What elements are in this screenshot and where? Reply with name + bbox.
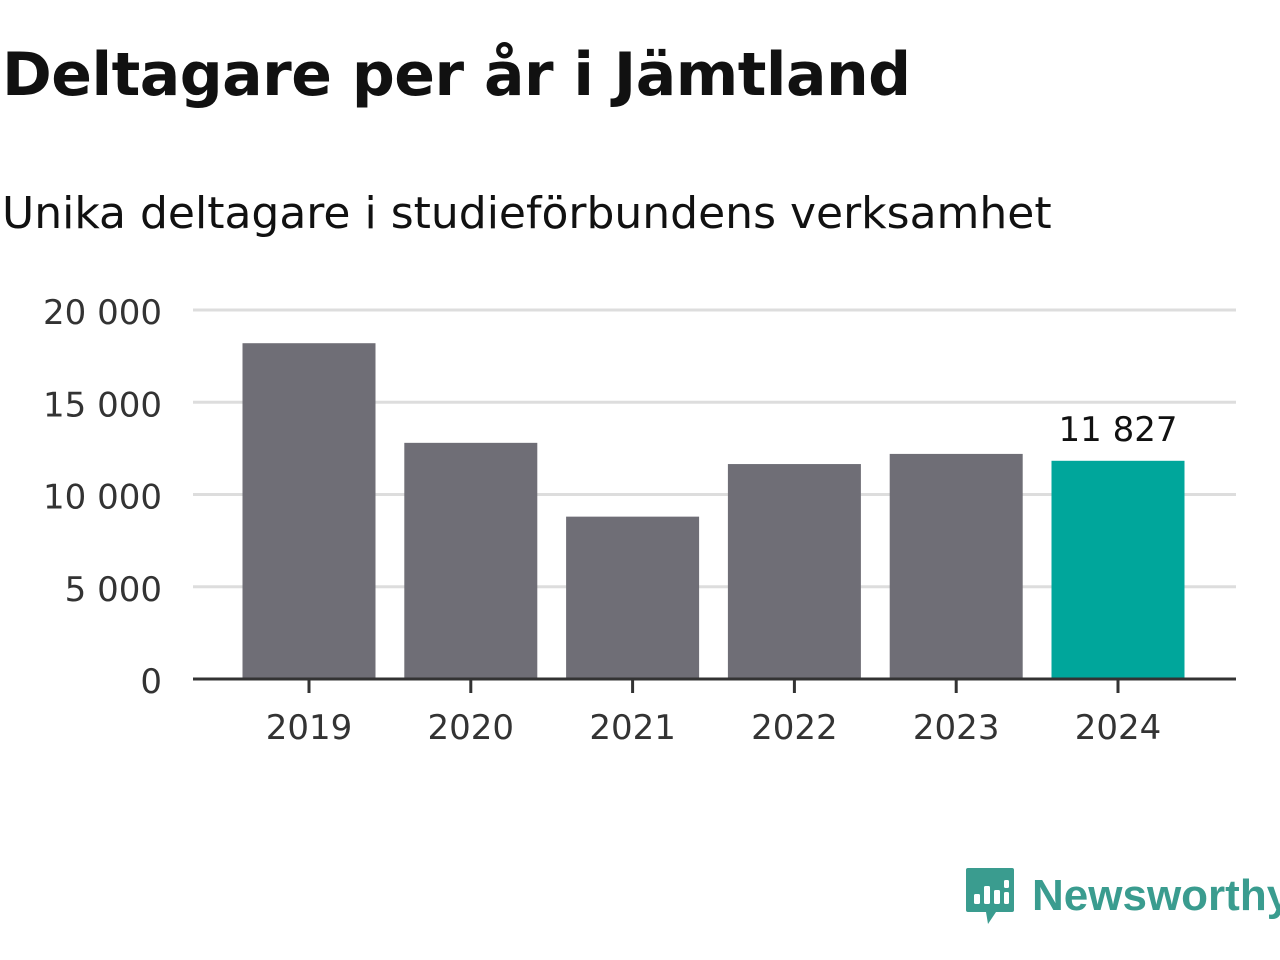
y-tick-label: 10 000 (43, 478, 162, 518)
x-tick-label: 2022 (751, 708, 838, 748)
bar-2020 (404, 442, 538, 679)
y-tick-label: 0 (140, 662, 162, 702)
bar-2021 (566, 516, 700, 679)
bar-2019 (242, 343, 376, 679)
x-tick-label: 2024 (1075, 708, 1162, 748)
x-tick-label: 2019 (266, 708, 353, 748)
x-tick-label: 2021 (589, 708, 676, 748)
brand-name: Newsworthy (1032, 871, 1280, 920)
bar-2023 (889, 453, 1023, 679)
bar-chart-speech-bubble-icon (966, 868, 1014, 924)
y-tick-label: 5 000 (65, 570, 162, 610)
bar-2022 (727, 464, 861, 679)
axes (193, 677, 1236, 693)
labels: 0 5 000 10 000 15 000 20 000 2019 2020 2021 2022… (43, 293, 1177, 748)
x-tick-label: 2023 (913, 708, 1000, 748)
brand-logo: Newsworthy (964, 864, 1280, 928)
y-tick-label: 20 000 (43, 293, 162, 333)
bar-chart: 0 5 000 10 000 15 000 20 000 2019 2020 2021 2022… (43, 293, 1236, 748)
bars (242, 343, 1185, 679)
x-tick-label: 2020 (428, 708, 515, 748)
y-tick-label: 15 000 (43, 385, 162, 425)
chart-subtitle: Unika deltagare i studieförbundens verks… (2, 188, 1052, 239)
data-label: 11 827 (1059, 410, 1178, 450)
chart-title: Deltagare per år i Jämtland (2, 40, 911, 110)
bar-2024 (1051, 460, 1185, 679)
